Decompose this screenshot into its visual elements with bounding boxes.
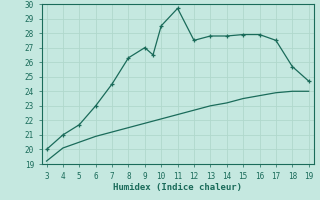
X-axis label: Humidex (Indice chaleur): Humidex (Indice chaleur) [113,183,242,192]
